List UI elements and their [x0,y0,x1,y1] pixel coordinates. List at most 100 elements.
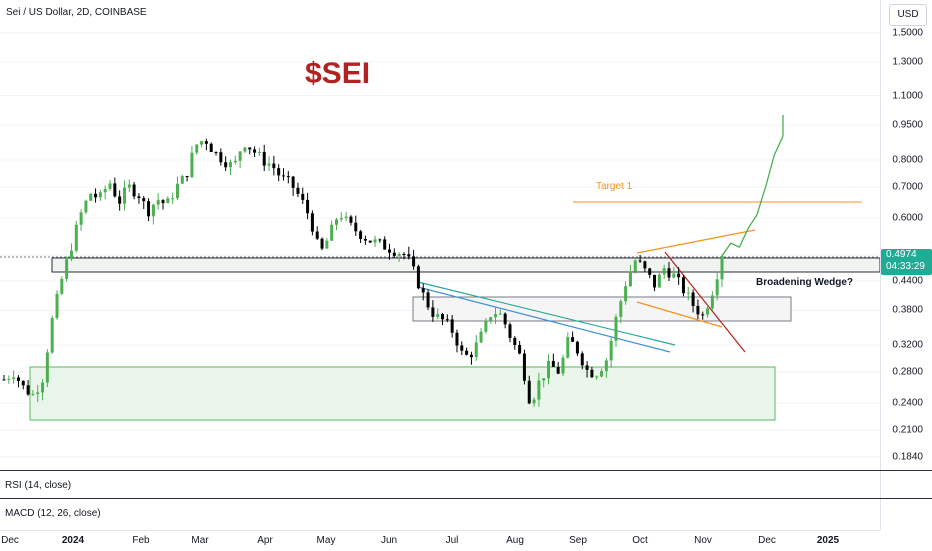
price-tick-label: 0.7000 [892,181,923,193]
resistance-zone [51,257,880,273]
candle-body [166,198,170,204]
last-price-badge: 0.4974 04:33:29 [881,249,932,275]
pane-divider[interactable] [0,498,932,499]
candle-body [455,332,459,346]
time-tick-label: Dec [1,535,19,546]
candle-body [532,399,536,404]
candle-body [84,200,88,213]
candle-body [691,292,695,306]
trendline-upper [417,281,676,346]
candle-body [21,380,25,386]
candle-body [132,184,136,197]
candle-body [224,162,228,168]
candle-body [706,308,710,315]
countdown-value: 04:33:29 [886,261,925,272]
candle-body [103,188,107,193]
candle-body [445,319,449,321]
candle-body [402,253,406,255]
wedge-lower [636,301,723,328]
time-tick-label: Jul [445,535,459,546]
candle-body [416,266,420,289]
candle-body [127,184,131,188]
time-tick-label: Mar [191,535,209,546]
candle-body [696,305,700,315]
candle-body [537,380,541,400]
price-tick-label: 0.9500 [892,119,923,131]
candle-body [614,316,618,341]
candle-body [281,175,285,177]
candle-body [60,278,64,294]
time-tick-label: Aug [506,535,524,546]
candle-body [648,268,652,275]
time-tick-label: Apr [257,535,273,546]
candle-body [233,160,237,163]
candle-body [185,176,189,178]
candle-body [156,200,160,205]
price-tick-label: 0.2800 [892,366,923,378]
price-tick-label: 0.3200 [892,339,923,351]
candle-body [306,199,310,214]
price-tick-label: 0.4400 [892,275,923,287]
rsi-label[interactable]: RSI (14, close) [5,480,72,491]
candle-body [238,151,242,161]
candle-body [98,192,102,198]
candle-body [489,317,493,321]
candle-body [31,394,35,396]
candle-body [412,256,416,267]
candle-body [667,268,671,278]
price-tick-label: 0.3800 [892,304,923,316]
candle-body [571,337,575,342]
candle-body [662,268,666,275]
pane-divider[interactable] [0,470,932,471]
candle-body [214,152,218,154]
candle-body [450,319,454,333]
candle-body [494,314,498,318]
chart-title: $SEI [305,57,371,90]
price-chart[interactable] [0,0,880,470]
price-tick-label: 1.5000 [892,27,923,39]
trendline-lower [417,286,671,353]
candle-body [426,292,430,308]
wedge-upper [636,229,756,254]
candle-body [272,163,276,169]
candle-body [118,196,122,204]
time-tick-label: Feb [132,535,150,546]
candle-body [190,152,194,178]
candle-body [277,168,281,176]
candle-body [633,260,637,272]
support-zone [29,366,776,421]
candle-body [479,331,483,343]
candle-body [151,204,155,217]
candle-body [484,320,488,332]
currency-selector[interactable]: USD [889,4,927,26]
candle-body [257,151,261,153]
candle-body [547,360,551,379]
candle-body [566,337,570,358]
candle-body [7,378,11,380]
candle-body [604,360,608,372]
candle-body [436,314,440,317]
price-tick-label: 0.6000 [892,212,923,224]
price-tick-label: 0.8000 [892,154,923,166]
candle-body [74,224,78,251]
candle-body [677,273,681,278]
macd-label[interactable]: MACD (12, 26, close) [5,508,101,519]
time-tick-label: May [316,535,336,546]
candle-body [575,341,579,354]
candle-body [45,352,49,383]
candle-body [315,231,319,239]
candle-body [253,149,257,153]
candle-body [228,162,232,168]
candle-body [161,200,165,204]
mid-zone [412,296,792,322]
candle-body [320,238,324,249]
candle-body [359,231,363,240]
candles [2,138,724,407]
candle-body [465,350,469,355]
price-tick-label: 0.2100 [892,424,923,436]
candle-body [638,260,642,262]
candle-body [590,369,594,378]
candle-body [518,344,522,354]
candle-body [55,293,59,318]
time-axis[interactable] [0,530,880,551]
